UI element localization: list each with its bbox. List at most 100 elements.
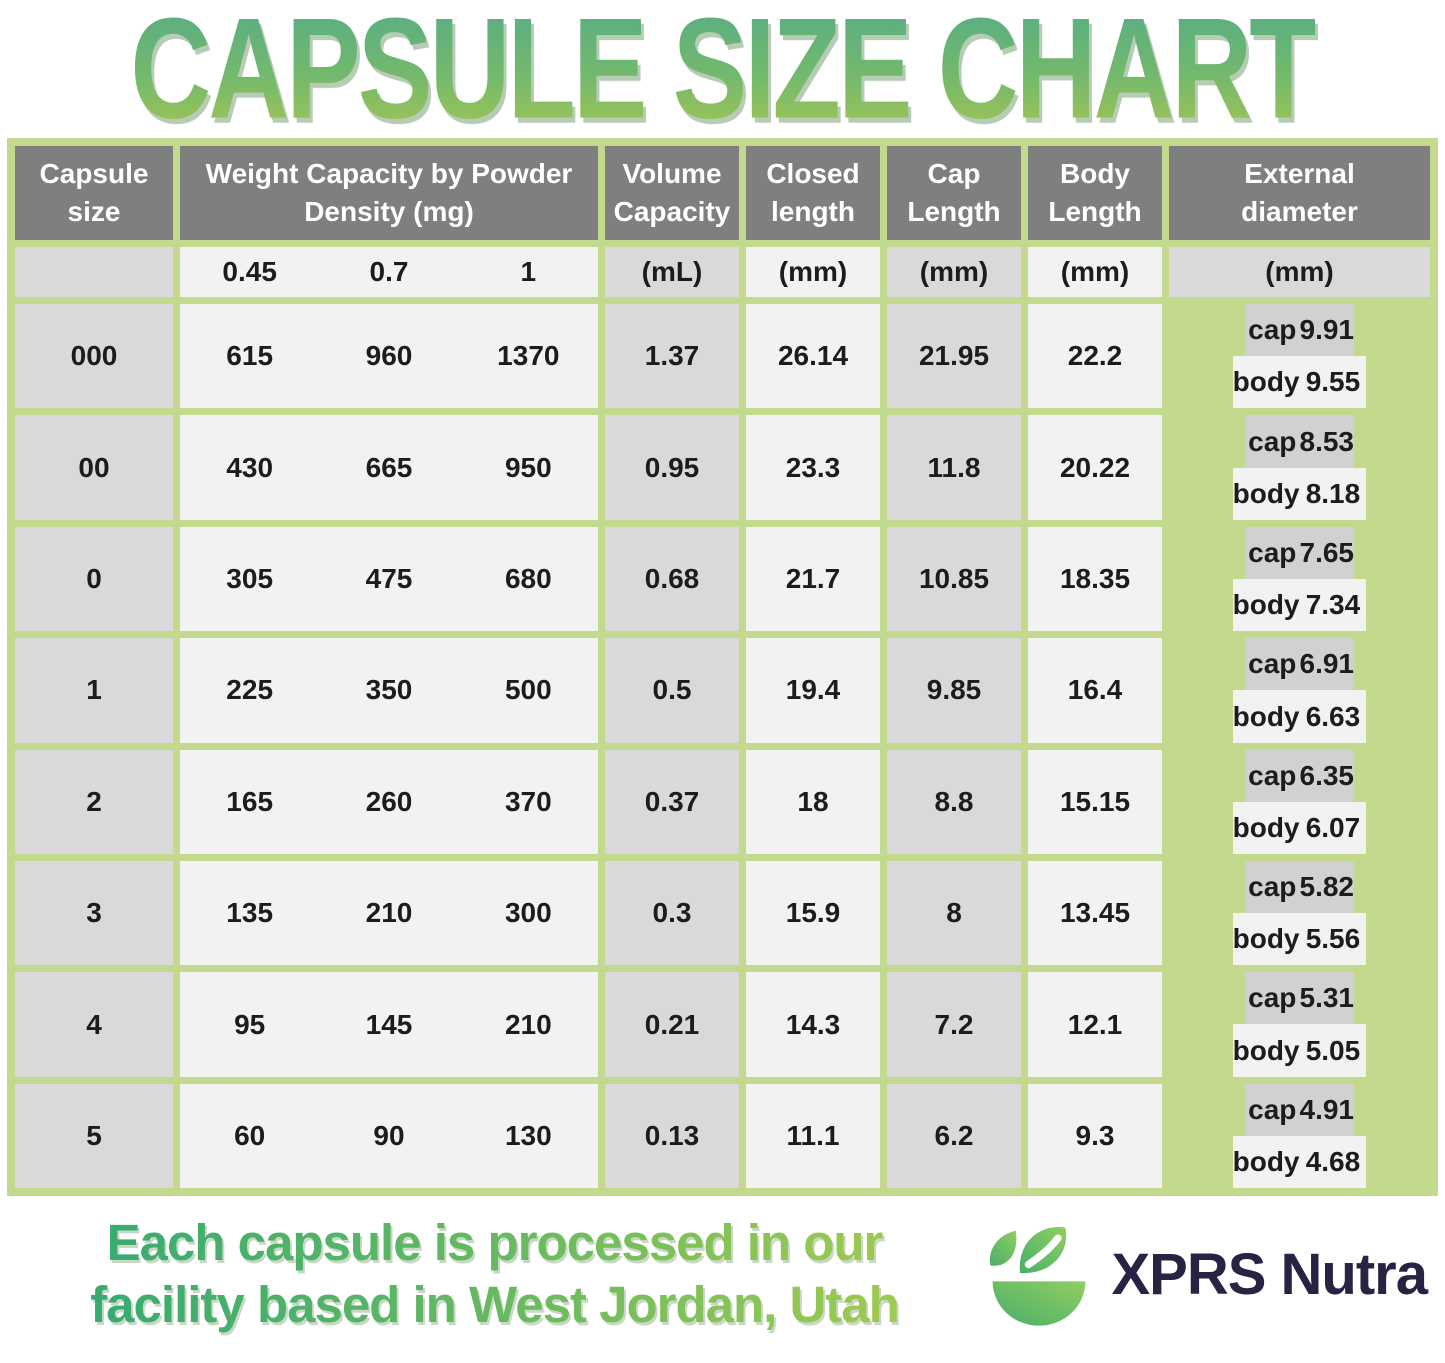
cell-capsule-size: 00 bbox=[15, 415, 173, 520]
external-body-row: body 6.07 bbox=[1232, 801, 1367, 854]
cell-cap-length: 7.2 bbox=[887, 972, 1021, 1077]
cell-external-diameter: cap 7.65 body 7.34 bbox=[1169, 526, 1430, 632]
cap-value: 4.91 bbox=[1299, 1093, 1355, 1125]
weight-045: 60 bbox=[234, 1119, 266, 1151]
cell-external-diameter: cap 9.91 body 9.55 bbox=[1169, 304, 1430, 409]
cell-cap-length: 8 bbox=[887, 860, 1021, 966]
page-title: CAPSULE SIZE CHART bbox=[130, 0, 1317, 141]
cell-capsule-size: 000 bbox=[15, 304, 173, 409]
weight-045: 305 bbox=[226, 563, 274, 595]
subheader-external-unit: (mm) bbox=[1169, 247, 1430, 297]
cell-body-length: 13.45 bbox=[1028, 860, 1162, 966]
cell-capsule-size: 1 bbox=[15, 638, 173, 743]
external-body-row: body 8.18 bbox=[1232, 467, 1367, 520]
subheader-closed-unit: (mm) bbox=[746, 247, 880, 297]
cell-weight-capacity: 95 145 210 bbox=[180, 972, 598, 1077]
weight-1: 1370 bbox=[497, 340, 560, 372]
cell-weight-capacity: 165 260 370 bbox=[180, 749, 598, 854]
weight-1: 680 bbox=[504, 563, 552, 595]
body-value: 5.56 bbox=[1305, 923, 1361, 955]
external-cap-row: cap 8.53 bbox=[1245, 415, 1354, 468]
cell-closed-length: 23.3 bbox=[746, 415, 880, 520]
density-07: 0.7 bbox=[369, 256, 409, 288]
header-external-diameter: External diameter bbox=[1169, 146, 1430, 240]
weight-1: 210 bbox=[504, 1008, 552, 1040]
weight-07: 145 bbox=[365, 1008, 413, 1040]
cell-external-diameter: cap 5.31 body 5.05 bbox=[1169, 972, 1430, 1077]
external-cap-row: cap 6.91 bbox=[1245, 638, 1354, 691]
weight-1: 130 bbox=[504, 1119, 552, 1151]
cell-external-diameter: cap 8.53 body 8.18 bbox=[1169, 415, 1430, 520]
body-label: body bbox=[1232, 1034, 1300, 1066]
cell-cap-length: 6.2 bbox=[887, 1083, 1021, 1188]
body-label: body bbox=[1232, 923, 1300, 955]
subheader-body-unit: (mm) bbox=[1028, 247, 1162, 297]
weight-07: 210 bbox=[365, 897, 413, 929]
cell-external-diameter: cap 5.82 body 5.56 bbox=[1169, 860, 1430, 966]
weight-07: 475 bbox=[365, 563, 413, 595]
external-body-row: body 5.56 bbox=[1232, 913, 1367, 966]
body-label: body bbox=[1232, 811, 1300, 843]
cell-closed-length: 19.4 bbox=[746, 638, 880, 743]
cell-closed-length: 26.14 bbox=[746, 304, 880, 409]
cell-volume: 0.3 bbox=[605, 860, 739, 966]
cell-body-length: 9.3 bbox=[1028, 1083, 1162, 1188]
cell-capsule-size: 4 bbox=[15, 972, 173, 1077]
brand-name: XPRS Nutra bbox=[1111, 1241, 1428, 1307]
weight-045: 165 bbox=[226, 785, 274, 817]
external-cap-row: cap 4.91 bbox=[1245, 1083, 1355, 1136]
header-capsule-size: Capsule size bbox=[15, 146, 173, 240]
density-1: 1 bbox=[520, 256, 537, 288]
brand-logo: XPRS Nutra bbox=[963, 1216, 1433, 1332]
cell-capsule-size: 0 bbox=[15, 526, 173, 632]
cell-body-length: 20.22 bbox=[1028, 415, 1162, 520]
weight-045: 95 bbox=[234, 1008, 266, 1040]
cap-value: 5.31 bbox=[1299, 982, 1355, 1014]
header-cap-length: Cap Length bbox=[887, 146, 1021, 240]
body-value: 9.55 bbox=[1305, 366, 1361, 398]
body-label: body bbox=[1232, 700, 1300, 732]
cap-label: cap bbox=[1248, 314, 1297, 346]
capsule-size-table: Capsule size Weight Capacity by Powder D… bbox=[7, 138, 1438, 1196]
weight-07: 350 bbox=[365, 674, 413, 706]
cell-body-length: 22.2 bbox=[1028, 304, 1162, 409]
cap-label: cap bbox=[1248, 982, 1297, 1014]
weight-045: 225 bbox=[226, 674, 274, 706]
cell-weight-capacity: 430 665 950 bbox=[180, 415, 598, 520]
weight-1: 300 bbox=[504, 897, 552, 929]
cell-weight-capacity: 225 350 500 bbox=[180, 638, 598, 743]
body-label: body bbox=[1232, 589, 1300, 621]
cell-cap-length: 9.85 bbox=[887, 638, 1021, 743]
cell-weight-capacity: 135 210 300 bbox=[180, 860, 598, 966]
external-cap-row: cap 7.65 bbox=[1245, 526, 1355, 579]
external-cap-row: cap 6.35 bbox=[1245, 749, 1354, 802]
cap-value: 7.65 bbox=[1299, 536, 1355, 568]
cell-volume: 0.5 bbox=[605, 638, 739, 743]
cap-label: cap bbox=[1248, 648, 1297, 680]
footer-tagline: Each capsule is processed in our facilit… bbox=[26, 1212, 963, 1336]
body-value: 5.05 bbox=[1305, 1034, 1361, 1066]
footer: Each capsule is processed in our facilit… bbox=[0, 1212, 1445, 1336]
cell-body-length: 15.15 bbox=[1028, 749, 1162, 854]
cap-value: 5.82 bbox=[1299, 871, 1355, 903]
cell-capsule-size: 3 bbox=[15, 860, 173, 966]
cell-external-diameter: cap 6.91 body 6.63 bbox=[1169, 638, 1430, 743]
external-body-row: body 9.55 bbox=[1232, 356, 1367, 409]
cap-value: 9.91 bbox=[1299, 314, 1355, 346]
cell-cap-length: 8.8 bbox=[887, 749, 1021, 854]
cell-weight-capacity: 305 475 680 bbox=[180, 526, 598, 632]
body-value: 6.07 bbox=[1305, 811, 1361, 843]
external-cap-row: cap 5.31 bbox=[1245, 972, 1355, 1025]
cell-cap-length: 11.8 bbox=[887, 415, 1021, 520]
weight-1: 950 bbox=[504, 451, 552, 483]
cell-volume: 0.95 bbox=[605, 415, 739, 520]
header-body-length: Body Length bbox=[1028, 146, 1162, 240]
weight-045: 135 bbox=[226, 897, 274, 929]
cap-label: cap bbox=[1248, 759, 1297, 791]
cell-body-length: 18.35 bbox=[1028, 526, 1162, 632]
external-body-row: body 7.34 bbox=[1232, 578, 1367, 632]
cell-volume: 0.13 bbox=[605, 1083, 739, 1188]
cell-volume: 1.37 bbox=[605, 304, 739, 409]
header-weight-capacity: Weight Capacity by Powder Density (mg) bbox=[180, 146, 598, 240]
